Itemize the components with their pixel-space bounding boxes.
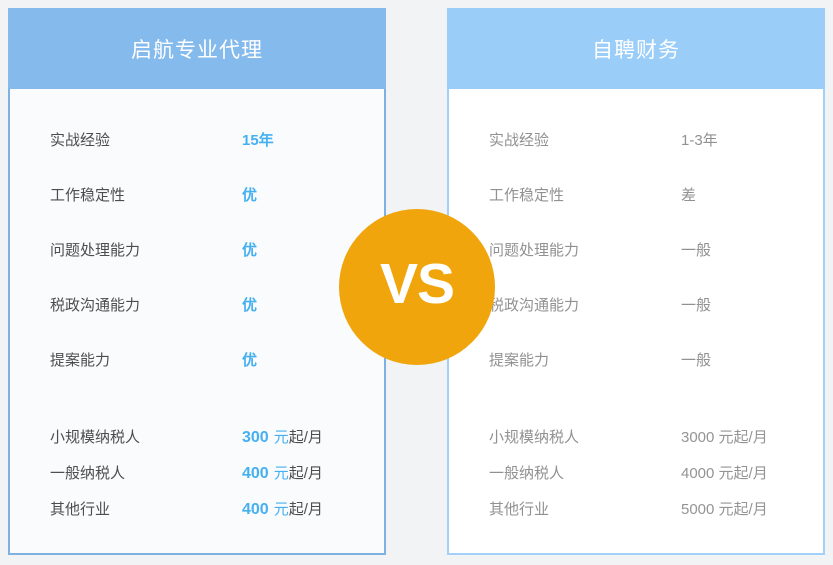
row-label: 小规模纳税人 [50, 428, 141, 446]
row-label: 实战经验 [489, 132, 550, 149]
row-value: 4000 元起/月 [681, 464, 768, 482]
row-label: 一般纳税人 [50, 464, 126, 482]
table-row: 一般纳税人 4000 元起/月 [449, 454, 823, 490]
row-label: 税政沟通能力 [50, 297, 141, 314]
row-value: 一般 [681, 297, 712, 314]
row-value: 优 [242, 352, 258, 369]
self-hired-panel-title: 自聘财务 [592, 38, 680, 62]
row-label: 其他行业 [489, 500, 550, 518]
agency-panel-body: 实战经验 15年 工作稳定性 优 问题处理能力 优 税政沟通能力 优 提案能力 … [8, 89, 386, 555]
row-value: 15年 [242, 132, 274, 149]
row-value: 1-3年 [681, 132, 718, 149]
agency-comparison-panel: 启航专业代理 实战经验 15年 工作稳定性 优 问题处理能力 优 税政沟通能力 … [8, 8, 386, 555]
table-row: 小规模纳税人 3000 元起/月 [449, 418, 823, 454]
row-label: 工作稳定性 [50, 187, 126, 204]
price-suffix: 起/月 [288, 428, 323, 446]
row-value: 差 [681, 187, 697, 204]
row-value: 一般 [681, 352, 712, 369]
price-amount: 400 [242, 464, 269, 482]
price-suffix: 起/月 [288, 464, 323, 482]
price-amount: 300 [242, 428, 269, 446]
table-row: 工作稳定性 优 [10, 167, 384, 222]
self-hired-panel-header: 自聘财务 [447, 8, 825, 89]
row-value: 300 元起/月 [242, 426, 323, 447]
table-row: 实战经验 15年 [10, 112, 384, 167]
row-value: 400 元起/月 [242, 498, 323, 519]
vs-badge-text: VS [379, 251, 455, 316]
row-label: 提案能力 [50, 352, 111, 369]
row-label: 一般纳税人 [489, 464, 565, 482]
row-label: 税政沟通能力 [489, 297, 580, 314]
table-row: 问题处理能力 一般 [449, 222, 823, 277]
row-value: 5000 元起/月 [681, 500, 768, 518]
vs-badge: VS [339, 209, 495, 365]
row-value: 优 [242, 242, 258, 259]
table-row: 小规模纳税人 300 元起/月 [10, 418, 384, 454]
row-label: 实战经验 [50, 132, 111, 149]
row-value: 一般 [681, 242, 712, 259]
row-value: 优 [242, 187, 258, 204]
self-hired-capability-list: 实战经验 1-3年 工作稳定性 差 问题处理能力 一般 税政沟通能力 一般 提案… [449, 89, 823, 387]
self-hired-panel-body: 实战经验 1-3年 工作稳定性 差 问题处理能力 一般 税政沟通能力 一般 提案… [447, 89, 825, 555]
row-label: 工作稳定性 [489, 187, 565, 204]
row-value: 优 [242, 297, 258, 314]
row-value: 3000 元起/月 [681, 428, 768, 446]
self-hired-price-list: 小规模纳税人 3000 元起/月 一般纳税人 4000 元起/月 其他行业 50… [449, 418, 823, 526]
agency-price-list: 小规模纳税人 300 元起/月 一般纳税人 400 元起/月 其他行业 400 元起/… [10, 418, 384, 526]
table-row: 一般纳税人 400 元起/月 [10, 454, 384, 490]
agency-panel-header: 启航专业代理 [8, 8, 386, 89]
price-unit: 元 [273, 464, 289, 482]
table-row: 其他行业 400 元起/月 [10, 490, 384, 526]
table-row: 问题处理能力 优 [10, 222, 384, 277]
table-row: 税政沟通能力 一般 [449, 277, 823, 332]
price-unit: 元 [273, 428, 289, 446]
agency-panel-title: 启航专业代理 [131, 38, 263, 62]
price-amount: 400 [242, 500, 269, 518]
row-label: 小规模纳税人 [489, 428, 580, 446]
price-suffix: 起/月 [288, 500, 323, 518]
table-row: 实战经验 1-3年 [449, 112, 823, 167]
table-row: 提案能力 一般 [449, 332, 823, 387]
table-row: 其他行业 5000 元起/月 [449, 490, 823, 526]
row-label: 其他行业 [50, 500, 111, 518]
row-label: 提案能力 [489, 352, 550, 369]
table-row: 工作稳定性 差 [449, 167, 823, 222]
price-unit: 元 [273, 500, 289, 518]
row-value: 400 元起/月 [242, 462, 323, 483]
table-row: 税政沟通能力 优 [10, 277, 384, 332]
self-hired-comparison-panel: 自聘财务 实战经验 1-3年 工作稳定性 差 问题处理能力 一般 税政沟通能力 … [447, 8, 825, 555]
row-label: 问题处理能力 [489, 242, 580, 259]
agency-capability-list: 实战经验 15年 工作稳定性 优 问题处理能力 优 税政沟通能力 优 提案能力 … [10, 89, 384, 387]
table-row: 提案能力 优 [10, 332, 384, 387]
row-label: 问题处理能力 [50, 242, 141, 259]
